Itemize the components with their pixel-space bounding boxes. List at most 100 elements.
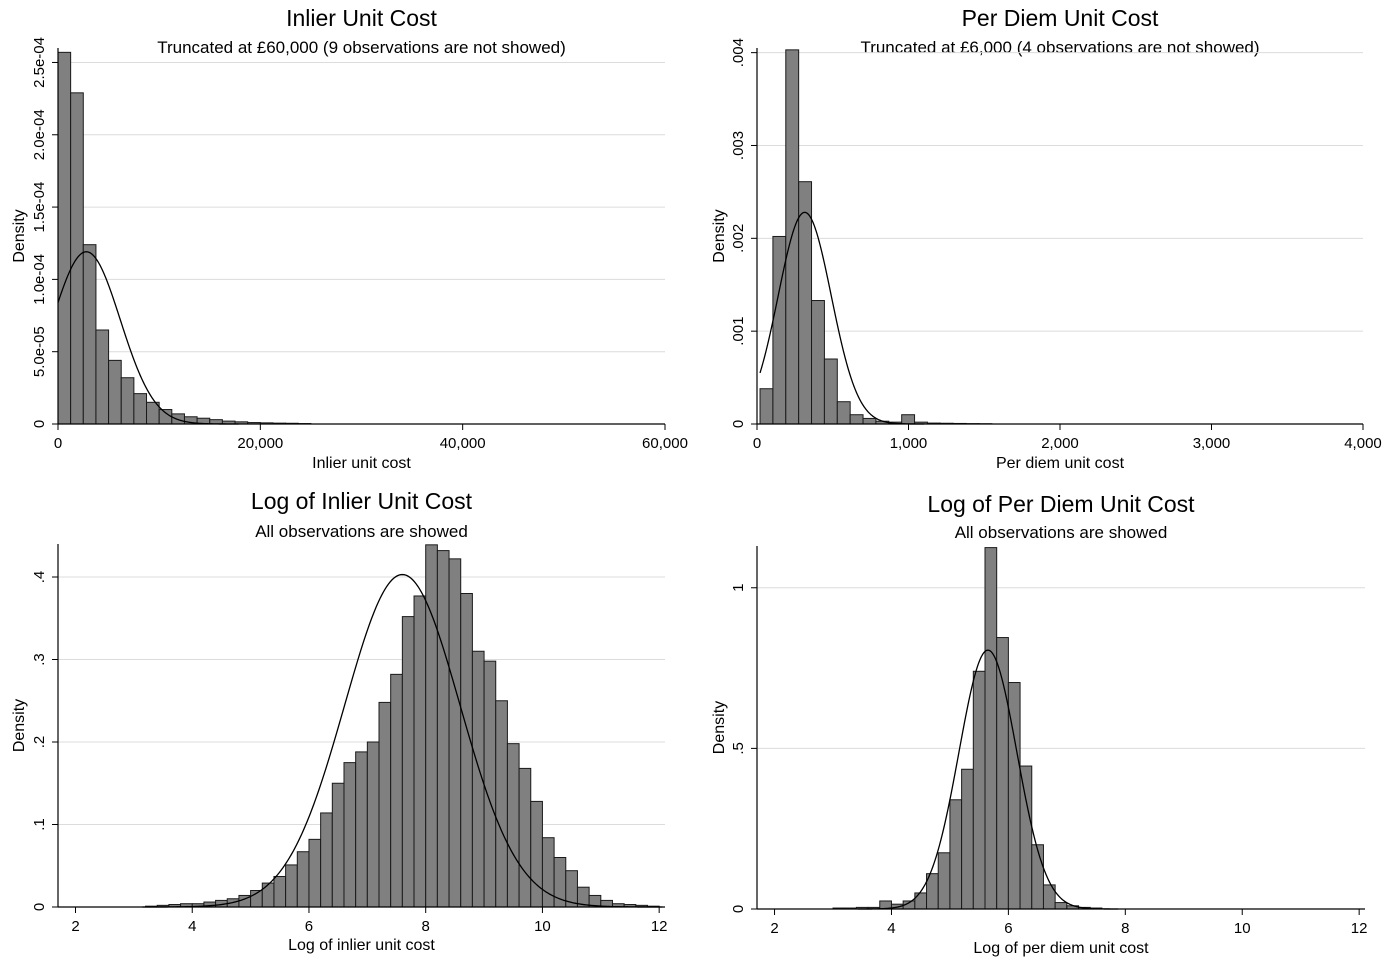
histogram-bar <box>541 837 555 908</box>
histogram-bar <box>366 741 380 908</box>
y-tick-label: 1 <box>730 584 747 592</box>
histogram-bar <box>108 359 122 425</box>
y-tick-label: 0 <box>730 420 747 428</box>
histogram-bar <box>996 637 1009 910</box>
histogram-bar <box>285 864 298 908</box>
normal-density-curve <box>857 649 1119 910</box>
chart-subtitle: All observations are showed <box>955 523 1168 542</box>
y-tick-label: .4 <box>31 571 48 584</box>
x-tick-label: 12 <box>1351 920 1368 937</box>
x-tick-label: 0 <box>753 435 761 452</box>
x-tick-label: 2,000 <box>1041 435 1079 452</box>
x-tick-label: 60,000 <box>642 435 688 452</box>
histogram-bar <box>413 595 427 908</box>
y-tick-label: 2.5e-04 <box>31 37 48 88</box>
x-tick-label: 8 <box>1121 920 1129 937</box>
histogram-bar <box>378 701 392 908</box>
x-tick-label: 2 <box>770 920 778 937</box>
histogram-bar <box>937 852 951 910</box>
panel-3: Log of Inlier Unit Cost All observations … <box>11 488 668 954</box>
histogram-bar <box>849 414 864 425</box>
histogram-bar <box>390 673 403 908</box>
y-tick-label: 5.0e-05 <box>31 326 48 377</box>
chart-title: Log of Inlier Unit Cost <box>251 488 473 514</box>
x-tick-label: 4 <box>887 920 895 937</box>
histogram-bar <box>425 544 438 908</box>
histogram-bar <box>308 838 322 908</box>
x-axis-label: Per diem unit cost <box>996 455 1125 472</box>
histogram-bar <box>914 892 928 910</box>
x-tick-label: 4,000 <box>1344 435 1382 452</box>
x-tick-label: 6 <box>1004 920 1012 937</box>
histogram-bar <box>823 358 838 425</box>
y-tick-label: .001 <box>730 317 747 346</box>
y-tick-label: 0 <box>730 905 747 913</box>
y-tick-label: 1.0e-04 <box>31 254 48 305</box>
x-tick-label: 1,000 <box>890 435 928 452</box>
histogram-bar <box>343 762 357 908</box>
y-tick-label: 0 <box>31 420 48 428</box>
y-axis-label: Density <box>711 701 728 754</box>
panel-4: Log of Per Diem Unit Cost All observation… <box>711 491 1367 957</box>
histogram-bar <box>518 767 532 908</box>
y-tick-label: 1.5e-04 <box>31 182 48 233</box>
y-axis-label: Density <box>11 699 28 752</box>
histogram-bar <box>984 547 998 910</box>
x-axis-label: Inlier unit cost <box>312 455 411 472</box>
x-tick-label: 20,000 <box>237 435 283 452</box>
x-tick-label: 0 <box>54 435 62 452</box>
histogram-bar <box>436 550 450 908</box>
histogram-bar <box>961 768 974 910</box>
histogram-bar <box>261 882 275 908</box>
histogram-bar <box>811 300 825 425</box>
histogram-bar <box>273 875 287 908</box>
x-tick-label: 2 <box>71 918 79 935</box>
histogram-bar <box>1031 844 1044 910</box>
panel-2: Per Diem Unit Cost Truncated at £6,000 (4… <box>711 5 1382 472</box>
x-tick-label: 8 <box>422 918 430 935</box>
y-axis-label: Density <box>11 209 28 262</box>
x-tick-label: 6 <box>305 918 313 935</box>
y-tick-label: .1 <box>31 818 48 831</box>
chart-title: Per Diem Unit Cost <box>962 5 1159 31</box>
x-tick-label: 12 <box>651 918 668 935</box>
chart-subtitle: Truncated at £60,000 (9 observations are… <box>157 38 566 57</box>
histogram-bar <box>82 244 97 425</box>
histogram-bar <box>331 782 345 908</box>
chart-subtitle: All observations are showed <box>255 522 468 541</box>
histogram-bar <box>95 329 110 425</box>
x-tick-label: 40,000 <box>440 435 486 452</box>
histogram-bar <box>495 700 508 908</box>
histogram-bar <box>1054 902 1068 910</box>
y-tick-label: 0 <box>31 903 48 911</box>
histogram-bar <box>448 558 462 908</box>
histogram-bar <box>759 388 774 425</box>
normal-density-curve <box>142 573 663 908</box>
histogram-bar <box>901 414 916 425</box>
x-tick-label: 3,000 <box>1193 435 1231 452</box>
histogram-bar <box>506 743 520 908</box>
y-tick-label: .004 <box>730 38 747 67</box>
histogram-bar <box>355 751 368 908</box>
histogram-bar <box>158 409 173 425</box>
histogram-bar <box>120 377 135 425</box>
panel-1: Inlier Unit Cost Truncated at £60,000 (9 … <box>11 5 688 472</box>
histogram-bar <box>836 401 851 425</box>
histogram-bar <box>530 800 543 908</box>
histogram-bar <box>133 393 148 425</box>
y-tick-label: .3 <box>31 653 48 666</box>
histogram-bar <box>862 417 877 425</box>
y-axis-label: Density <box>711 209 728 262</box>
x-axis-label: Log of per diem unit cost <box>973 940 1149 957</box>
y-tick-label: .002 <box>730 224 747 253</box>
histogram-bar <box>949 799 963 910</box>
histogram-bar <box>460 593 473 908</box>
y-tick-label: .003 <box>730 131 747 160</box>
histogram-bar <box>772 235 787 425</box>
histogram-bar <box>296 851 310 908</box>
chart-title: Log of Per Diem Unit Cost <box>927 491 1195 517</box>
x-tick-label: 10 <box>534 918 551 935</box>
histogram-bar <box>972 670 986 910</box>
y-tick-label: .5 <box>730 742 747 755</box>
